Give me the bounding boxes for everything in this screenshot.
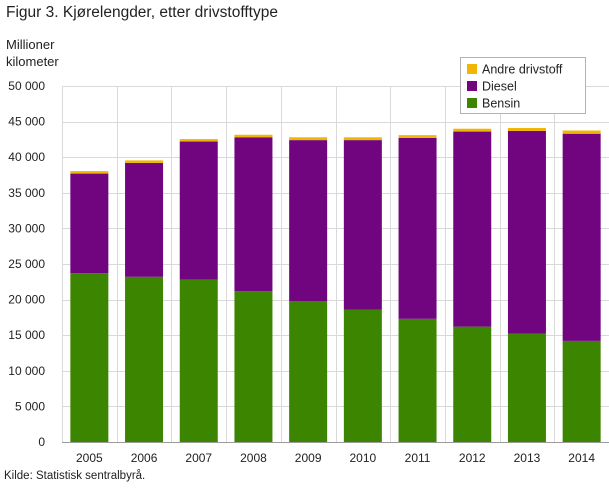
y-tick-label: 35 000	[8, 186, 45, 200]
y-axis-title-line-2: kilometer	[6, 54, 59, 69]
bar-andre-drivstoff-2006	[125, 160, 164, 163]
legend-label-bensin: Bensin	[482, 97, 520, 111]
bar-bensin-2006	[125, 276, 164, 442]
bar-andre-drivstoff-2010	[343, 137, 382, 141]
legend-label-diesel: Diesel	[482, 80, 517, 94]
y-axis-title-line-1: Millioner	[6, 37, 55, 52]
bars	[70, 128, 601, 442]
bar-diesel-2013	[507, 130, 546, 334]
y-tick-label: 25 000	[8, 257, 45, 271]
x-tick-label: 2011	[405, 451, 431, 465]
source-note: Kilde: Statistisk sentralbyrå.	[4, 470, 146, 482]
legend-swatch-diesel	[467, 81, 477, 91]
bar-diesel-2005	[70, 173, 109, 274]
y-tick-label: 0	[38, 435, 45, 449]
y-tick-label: 40 000	[8, 150, 45, 164]
bar-bensin-2011	[398, 318, 437, 442]
bar-bensin-2005	[70, 273, 109, 442]
x-tick-label: 2006	[131, 451, 158, 465]
y-axis-ticks: 0 5 000 10 000 15 000 20 000 25 000 30 000 35 0…	[8, 79, 45, 449]
legend-swatch-bensin	[467, 98, 477, 108]
bar-andre-drivstoff-2011	[398, 135, 437, 138]
y-tick-label: 20 000	[8, 293, 45, 307]
bar-diesel-2006	[125, 162, 164, 277]
x-tick-label: 2012	[459, 451, 486, 465]
x-tick-label: 2009	[295, 451, 322, 465]
legend: Andre drivstoff Diesel Bensin	[460, 57, 586, 114]
bar-bensin-2007	[179, 279, 218, 442]
bar-andre-drivstoff-2008	[234, 134, 273, 138]
chart-title: Figur 3. Kjørelengder, etter drivstoffty…	[6, 4, 278, 21]
bar-bensin-2009	[289, 301, 328, 442]
bar-diesel-2007	[179, 141, 218, 280]
bar-bensin-2008	[234, 291, 273, 442]
x-tick-label: 2005	[76, 451, 103, 465]
y-axis-title: Millioner kilometer	[6, 36, 59, 70]
bar-andre-drivstoff-2007	[179, 139, 218, 142]
bar-bensin-2014	[562, 340, 601, 442]
x-tick-label: 2014	[568, 451, 595, 465]
x-tick-label: 2013	[514, 451, 541, 465]
bar-diesel-2009	[289, 140, 328, 302]
x-tick-label: 2010	[349, 451, 376, 465]
bar-diesel-2012	[453, 131, 492, 327]
bar-andre-drivstoff-2009	[289, 137, 328, 141]
bar-diesel-2008	[234, 137, 273, 292]
y-tick-label: 10 000	[8, 364, 45, 378]
bar-andre-drivstoff-2012	[453, 128, 492, 132]
bar-diesel-2011	[398, 137, 437, 319]
y-tick-label: 30 000	[8, 221, 45, 235]
x-axis-ticks: 2005 2006 2007 2008 2009 2010 2011 2012 2013 2014	[76, 451, 595, 465]
bar-andre-drivstoff-2014	[562, 130, 601, 134]
bar-bensin-2013	[507, 333, 546, 442]
bar-diesel-2014	[562, 133, 601, 341]
bar-diesel-2010	[343, 140, 382, 310]
legend-swatch-andre-drivstoff	[467, 64, 477, 74]
y-tick-label: 15 000	[8, 328, 45, 342]
x-tick-label: 2008	[240, 451, 267, 465]
y-tick-label: 50 000	[8, 79, 45, 93]
x-tick-label: 2007	[185, 451, 212, 465]
y-tick-label: 45 000	[8, 115, 45, 129]
bar-andre-drivstoff-2005	[70, 171, 109, 174]
bar-andre-drivstoff-2013	[507, 128, 546, 131]
legend-label-andre-drivstoff: Andre drivstoff	[482, 63, 563, 77]
bar-bensin-2012	[453, 326, 492, 442]
bar-bensin-2010	[343, 309, 382, 442]
legend-box	[460, 57, 586, 114]
y-tick-label: 5 000	[15, 399, 45, 413]
